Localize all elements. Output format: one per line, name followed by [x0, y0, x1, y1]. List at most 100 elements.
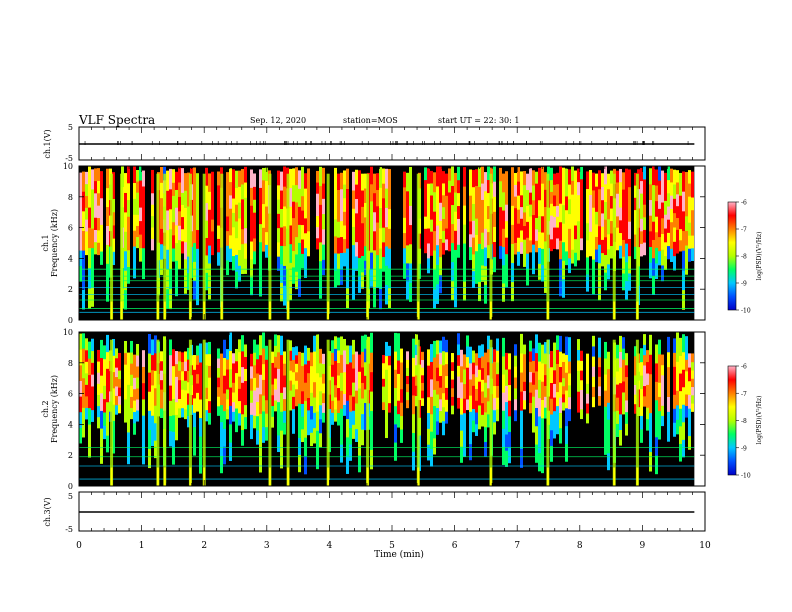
- spectrogram-cell: [532, 372, 535, 385]
- spectrogram-cell: [538, 434, 541, 454]
- spectrogram-cell: [649, 215, 652, 232]
- spectrogram-cell: [337, 400, 340, 414]
- broadband-spike: [286, 339, 290, 486]
- spectrogram-cell: [607, 173, 610, 190]
- spectrogram-cell: [562, 369, 565, 379]
- spectrogram-cell: [376, 222, 379, 239]
- spectrogram-cell: [274, 399, 277, 412]
- spectrogram-cell: [517, 251, 520, 266]
- spectrogram-cell: [586, 274, 589, 292]
- spectrogram-cell: [565, 168, 568, 183]
- spectrogram-cell: [514, 230, 517, 243]
- spectrogram-cell: [256, 401, 259, 417]
- spectrogram-cell: [178, 398, 181, 409]
- spectrogram-cell: [658, 396, 661, 412]
- spectrogram-cell: [625, 399, 628, 413]
- spectrogram-cell: [649, 412, 652, 433]
- spectrogram-cell: [466, 346, 469, 358]
- spectrogram-cell: [388, 228, 391, 249]
- spectrogram-cell: [667, 179, 670, 194]
- spectrogram-cell: [676, 390, 679, 406]
- spectrogram-cell: [85, 183, 88, 197]
- spectrogram-cell: [442, 378, 445, 394]
- spectrogram-cell: [301, 166, 304, 182]
- spectrogram-cell: [343, 349, 346, 362]
- spectrogram-cell: [568, 396, 571, 410]
- colorbar-tick-label: -7: [741, 227, 747, 234]
- spectrogram-cell: [652, 276, 655, 295]
- spectrogram-cell: [673, 226, 676, 242]
- spectrogram-cell: [343, 382, 346, 395]
- spectrogram-cell: [223, 446, 226, 465]
- spectrogram-cell: [259, 413, 262, 434]
- ch1-colorbar-ticks: -6-7-8-9-10: [736, 200, 751, 315]
- spectrogram-cell: [529, 361, 532, 373]
- spectrogram-cell: [523, 390, 526, 401]
- spectrogram-cell: [280, 263, 283, 283]
- spectrogram-cell: [346, 168, 349, 190]
- spectrogram-cell: [598, 207, 601, 227]
- spectrogram-cell: [358, 222, 361, 241]
- spectrogram-cell: [283, 410, 286, 423]
- spectrogram-cell: [586, 393, 589, 404]
- spectrogram-cell: [385, 341, 388, 357]
- spectrogram-cell: [112, 211, 115, 226]
- spectrogram-cell: [562, 377, 565, 387]
- spectrogram-cell: [499, 206, 502, 221]
- spectrogram-cell: [532, 396, 535, 409]
- spectrogram-cell: [88, 407, 91, 425]
- spectrogram-cell: [421, 374, 424, 383]
- spectrogram-cell: [502, 246, 505, 266]
- spectrogram-cell: [97, 405, 100, 418]
- spectrogram-cell: [217, 377, 220, 388]
- spectrogram-cell: [604, 236, 607, 255]
- spectrogram-cell: [316, 449, 319, 470]
- spectrogram-cell: [643, 204, 646, 218]
- spectrogram-cell: [304, 232, 307, 249]
- spectrogram-cell: [541, 417, 544, 437]
- spectrogram-cell: [619, 382, 622, 399]
- spectrogram-cell: [349, 394, 352, 412]
- spectrogram-cell: [409, 243, 412, 264]
- spectrogram-cell: [79, 219, 82, 236]
- spectrogram-cell: [451, 204, 454, 225]
- spectrogram-cell: [463, 243, 466, 263]
- spectrogram-cell: [487, 387, 490, 402]
- spectrogram-cell: [667, 381, 670, 397]
- spectrogram-cell: [304, 262, 307, 278]
- spectrogram-cell: [166, 249, 169, 270]
- broadband-spike: [546, 173, 550, 320]
- spectrogram-cell: [385, 369, 388, 384]
- spectrogram-cell: [433, 357, 436, 374]
- spectrogram-cell: [562, 241, 565, 261]
- spectrogram-cell: [535, 183, 538, 196]
- spectrogram-cell: [556, 405, 559, 421]
- spectrogram-cell: [454, 192, 457, 212]
- spectrogram-cell: [535, 425, 538, 445]
- spectrogram-cell: [688, 183, 691, 197]
- spectrogram-cell: [316, 215, 319, 228]
- spectrogram-cell: [91, 286, 94, 307]
- spectrogram-cell: [643, 385, 646, 397]
- spectrogram-cell: [658, 410, 661, 426]
- spectrogram-cell: [565, 182, 568, 197]
- spectrogram-cell: [334, 218, 337, 237]
- spectrogram-cell: [658, 382, 661, 397]
- spectrogram-cell: [226, 369, 229, 380]
- spectrogram-cell: [322, 363, 325, 374]
- spectrogram-cell: [127, 431, 130, 449]
- spectrogram-cell: [487, 192, 490, 207]
- spectrogram-cell: [517, 237, 520, 252]
- broadband-spike: [202, 339, 206, 486]
- spectrogram-cell: [97, 205, 100, 219]
- spectrogram-cell: [478, 404, 481, 418]
- spectrogram-cell: [655, 200, 658, 217]
- spectrogram-cell: [529, 216, 532, 229]
- spectrogram-cell: [622, 189, 625, 207]
- spectrogram-cell: [337, 205, 340, 222]
- spectrogram-cell: [616, 423, 619, 438]
- spectrogram-cell: [382, 386, 385, 395]
- spectrogram-cell: [355, 212, 358, 228]
- spectrogram-cell: [382, 168, 385, 184]
- spectrogram-cell: [181, 240, 184, 254]
